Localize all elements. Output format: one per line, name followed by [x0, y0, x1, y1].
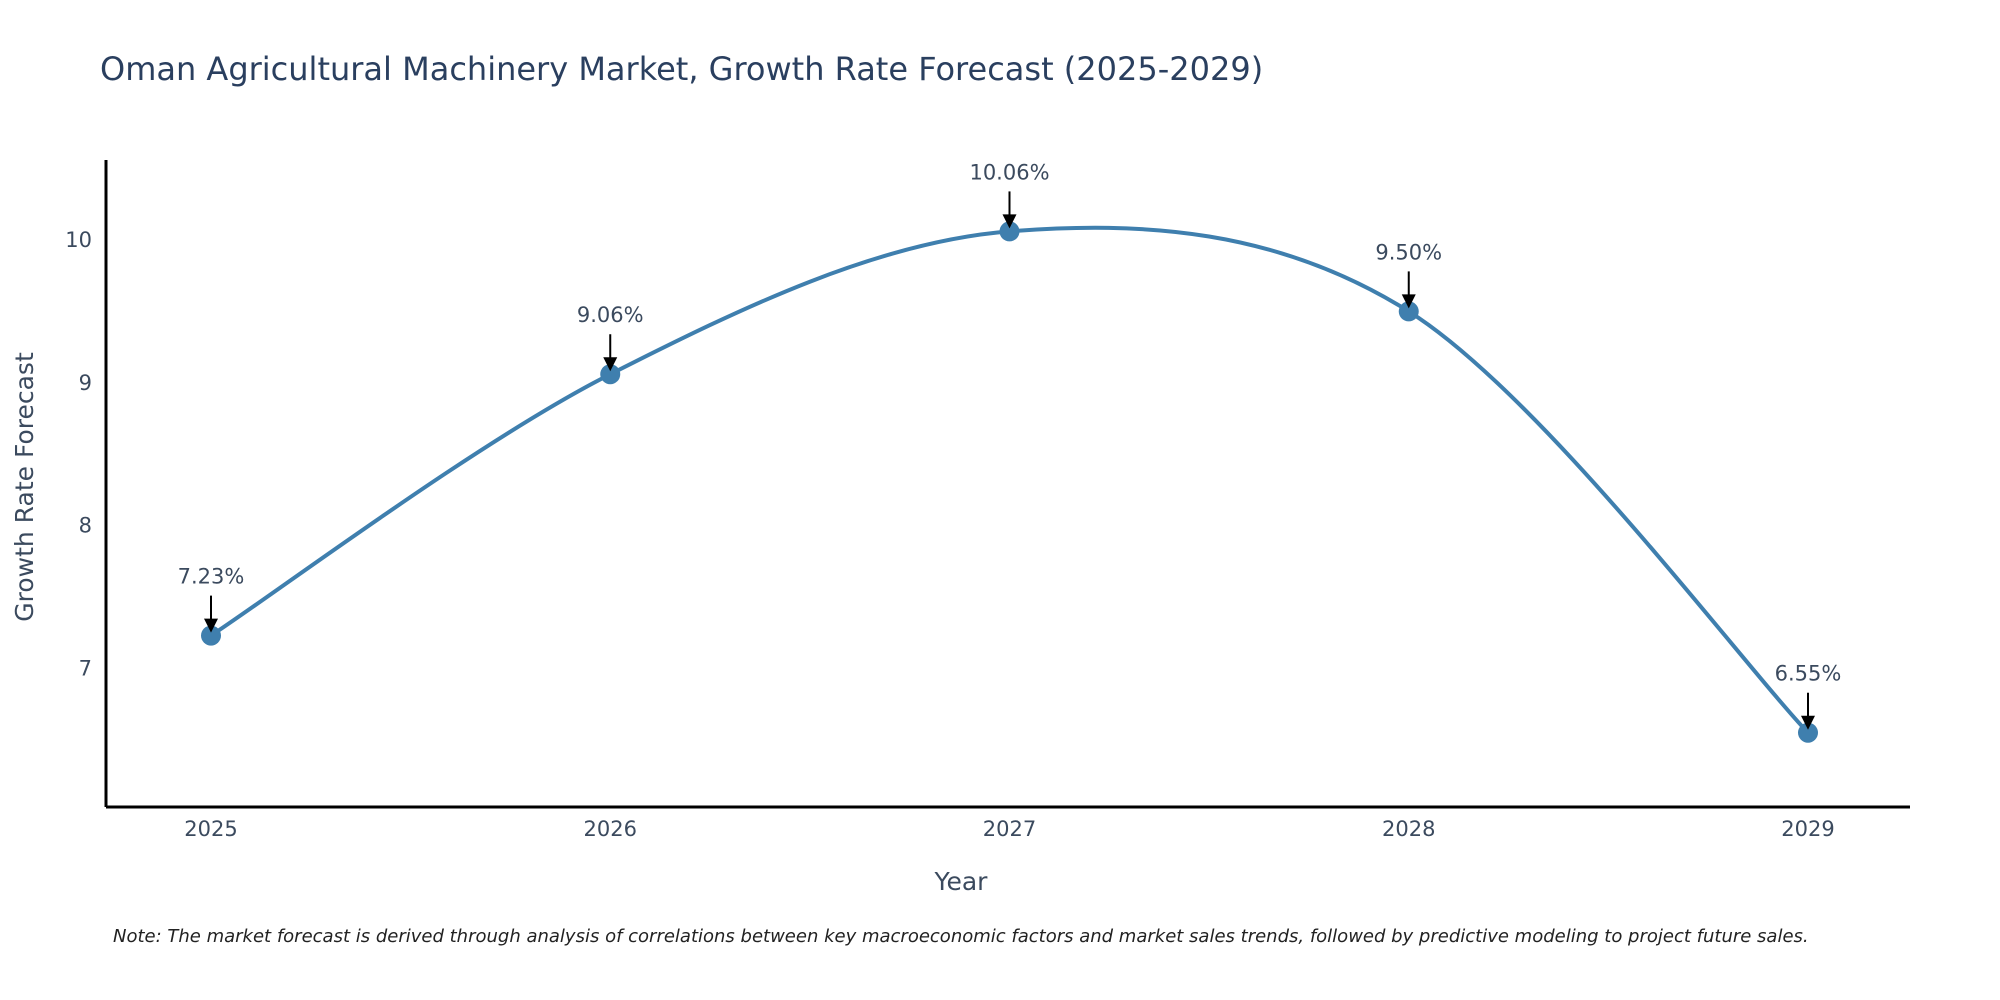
x-tick-label: 2029 — [1781, 817, 1834, 841]
data-point — [999, 221, 1020, 242]
x-tick-label: 2026 — [584, 817, 637, 841]
y-axis-title: Growth Rate Forecast — [10, 352, 39, 622]
data-point — [201, 625, 221, 646]
data-point — [1398, 301, 1419, 322]
data-label: 9.50% — [1375, 240, 1442, 264]
footnote: Note: The market forecast is derived thr… — [113, 926, 1809, 947]
data-point — [600, 364, 621, 385]
y-tick-label: 8 — [79, 514, 92, 538]
chart-title: Oman Agricultural Machinery Market, Grow… — [100, 50, 1263, 88]
plot-area: 7 8 9 10 2025 2026 2027 2028 2029 7.23% 9.06% 10.06… — [65, 160, 1910, 841]
annotation-arrow-head — [204, 618, 218, 633]
y-tick-label: 9 — [79, 371, 92, 395]
data-label: 10.06% — [969, 160, 1049, 184]
x-tick-label: 2028 — [1382, 817, 1435, 841]
series-line — [209, 225, 1810, 735]
annotation-arrow-head — [1801, 715, 1815, 730]
x-tick-label: 2027 — [983, 817, 1036, 841]
data-point — [1798, 722, 1818, 743]
y-tick-label: 7 — [79, 656, 92, 680]
annotation-arrow-head — [1002, 214, 1017, 229]
data-label: 9.06% — [577, 303, 644, 327]
annotation-arrow-head — [603, 357, 618, 372]
x-axis-title: Year — [934, 867, 989, 896]
x-tick-label: 2025 — [184, 817, 237, 841]
y-tick-label: 10 — [65, 228, 92, 252]
data-label: 6.55% — [1775, 662, 1842, 686]
data-label: 7.23% — [178, 565, 245, 589]
annotation-arrow-head — [1401, 294, 1416, 309]
